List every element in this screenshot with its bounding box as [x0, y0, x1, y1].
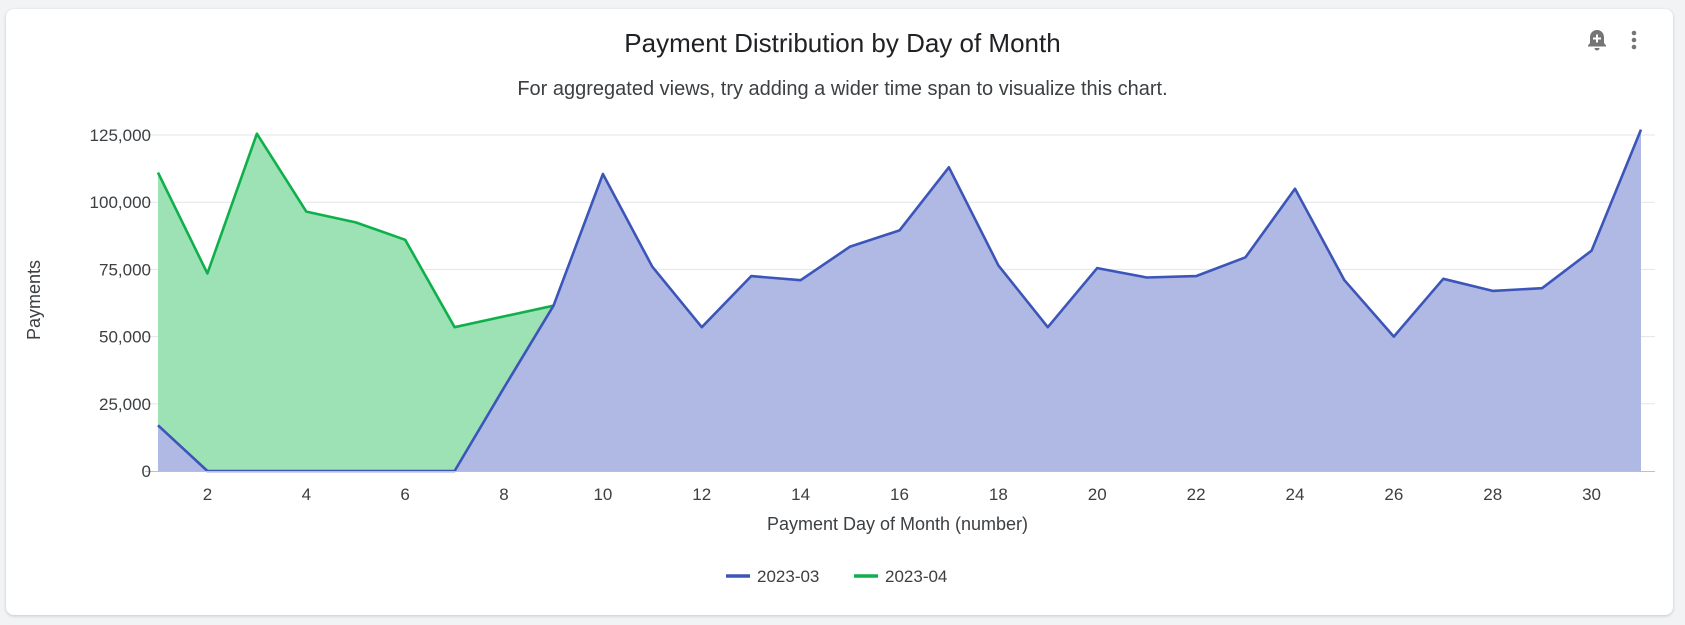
x-tick-label: 4 — [302, 485, 311, 504]
legend-label: 2023-04 — [885, 567, 947, 586]
legend-label: 2023-03 — [757, 567, 819, 586]
x-tick-label: 20 — [1088, 485, 1107, 504]
x-tick-label: 2 — [203, 485, 212, 504]
chart-subtitle: For aggregated views, try adding a wider… — [517, 78, 1168, 100]
x-tick-label: 18 — [989, 485, 1008, 504]
x-tick-label: 26 — [1384, 485, 1403, 504]
y-tick-label: 25,000 — [99, 395, 151, 414]
x-tick-label: 12 — [692, 485, 711, 504]
legend-item-2023-03[interactable]: 2023-03 — [726, 567, 819, 586]
y-tick-label: 125,000 — [90, 126, 151, 145]
y-tick-labels: 0 25,000 50,000 75,000 100,000 125,000 — [90, 126, 151, 481]
x-tick-label: 16 — [890, 485, 909, 504]
x-tick-label: 6 — [400, 485, 409, 504]
x-tick-labels: 2 4 6 8 10 12 14 16 18 20 22 24 26 28 30 — [203, 485, 1601, 504]
area-2023-03 — [158, 129, 1641, 471]
x-tick-label: 8 — [499, 485, 508, 504]
legend-item-2023-04[interactable]: 2023-04 — [854, 567, 947, 586]
x-tick-label: 10 — [593, 485, 612, 504]
y-tick-label: 0 — [142, 462, 151, 481]
x-tick-label: 28 — [1483, 485, 1502, 504]
y-tick-label: 50,000 — [99, 328, 151, 347]
series-areas — [158, 129, 1641, 471]
more-vert-icon[interactable] — [1620, 26, 1648, 54]
y-axis-label: Payments — [24, 260, 44, 340]
y-tick-label: 100,000 — [90, 193, 151, 212]
x-tick-label: 30 — [1582, 485, 1601, 504]
area-2023-04 — [158, 133, 554, 471]
y-tick-label: 75,000 — [99, 260, 151, 279]
x-axis-label: Payment Day of Month (number) — [767, 514, 1028, 534]
x-tick-label: 22 — [1187, 485, 1206, 504]
add-alert-icon[interactable] — [1583, 26, 1611, 54]
legend: 2023-03 2023-04 — [726, 567, 947, 586]
line-2023-04[interactable] — [156, 132, 554, 329]
x-tick-label: 24 — [1286, 485, 1305, 504]
chart-title: Payment Distribution by Day of Month — [624, 28, 1061, 58]
x-tick-label: 14 — [791, 485, 810, 504]
